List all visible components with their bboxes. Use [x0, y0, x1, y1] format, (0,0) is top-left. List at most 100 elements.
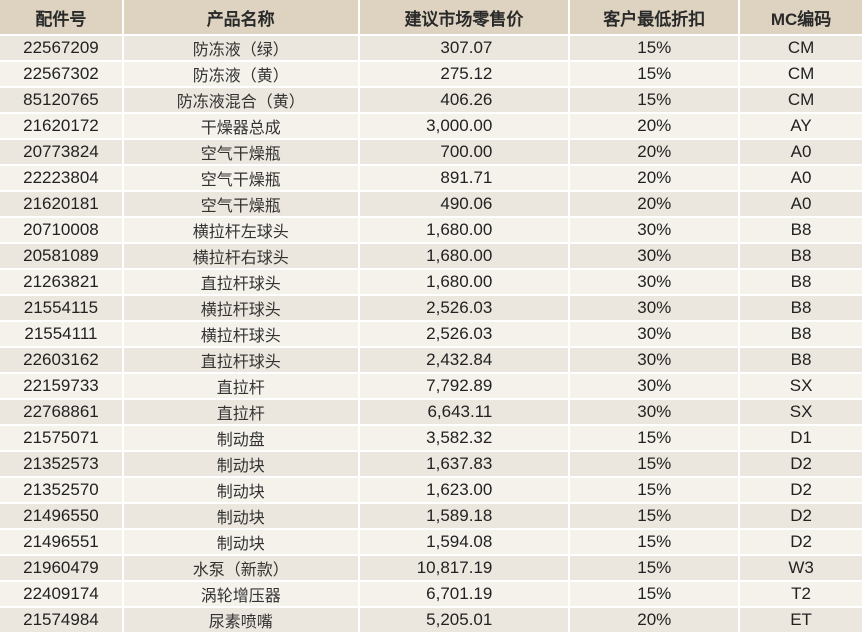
cell-mc-code: T2 — [740, 582, 862, 606]
cell-product-name: 横拉杆左球头 — [123, 218, 358, 242]
cell-min-discount: 30% — [570, 296, 739, 320]
cell-mc-code: A0 — [740, 166, 862, 190]
cell-min-discount: 30% — [570, 218, 739, 242]
cell-mc-code: D2 — [740, 504, 862, 528]
cell-product-name: 横拉杆球头 — [123, 296, 358, 320]
cell-product-name: 空气干燥瓶 — [123, 140, 358, 164]
cell-mc-code: ET — [740, 608, 862, 632]
cell-retail-price: 1,680.00 — [359, 218, 569, 242]
cell-mc-code: CM — [740, 36, 862, 60]
cell-retail-price: 1,680.00 — [359, 244, 569, 268]
table-row: 21352570 制动块 1,623.00 15% D2 — [0, 478, 862, 502]
cell-part-number: 20581089 — [0, 244, 122, 268]
table-row: 20581089 横拉杆右球头 1,680.00 30% B8 — [0, 244, 862, 268]
cell-min-discount: 30% — [570, 322, 739, 346]
cell-min-discount: 30% — [570, 374, 739, 398]
cell-min-discount: 20% — [570, 192, 739, 216]
cell-mc-code: A0 — [740, 192, 862, 216]
header-mc-code: MC编码 — [740, 0, 862, 34]
cell-part-number: 21496551 — [0, 530, 122, 554]
table-row: 22768861 直拉杆 6,643.11 30% SX — [0, 400, 862, 424]
cell-part-number: 22567302 — [0, 62, 122, 86]
cell-part-number: 21554115 — [0, 296, 122, 320]
cell-product-name: 制动块 — [123, 530, 358, 554]
cell-retail-price: 275.12 — [359, 62, 569, 86]
cell-retail-price: 700.00 — [359, 140, 569, 164]
cell-min-discount: 30% — [570, 348, 739, 372]
table-row: 21496550 制动块 1,589.18 15% D2 — [0, 504, 862, 528]
table-row: 85120765 防冻液混合（黄） 406.26 15% CM — [0, 88, 862, 112]
cell-mc-code: AY — [740, 114, 862, 138]
cell-part-number: 20773824 — [0, 140, 122, 164]
cell-part-number: 22768861 — [0, 400, 122, 424]
cell-mc-code: B8 — [740, 322, 862, 346]
cell-mc-code: A0 — [740, 140, 862, 164]
cell-product-name: 制动块 — [123, 478, 358, 502]
cell-min-discount: 20% — [570, 140, 739, 164]
table-row: 22409174 涡轮增压器 6,701.19 15% T2 — [0, 582, 862, 606]
cell-min-discount: 15% — [570, 530, 739, 554]
table-row: 22567302 防冻液（黄） 275.12 15% CM — [0, 62, 862, 86]
cell-mc-code: CM — [740, 62, 862, 86]
cell-retail-price: 1,594.08 — [359, 530, 569, 554]
cell-product-name: 干燥器总成 — [123, 114, 358, 138]
cell-product-name: 直拉杆 — [123, 374, 358, 398]
table-row: 21554115 横拉杆球头 2,526.03 30% B8 — [0, 296, 862, 320]
header-part-number: 配件号 — [0, 0, 122, 34]
cell-min-discount: 15% — [570, 36, 739, 60]
cell-part-number: 21620172 — [0, 114, 122, 138]
cell-product-name: 横拉杆球头 — [123, 322, 358, 346]
cell-product-name: 涡轮增压器 — [123, 582, 358, 606]
cell-part-number: 22223804 — [0, 166, 122, 190]
cell-mc-code: SX — [740, 400, 862, 424]
cell-min-discount: 15% — [570, 426, 739, 450]
table-row: 21496551 制动块 1,594.08 15% D2 — [0, 530, 862, 554]
cell-mc-code: B8 — [740, 296, 862, 320]
cell-mc-code: SX — [740, 374, 862, 398]
cell-part-number: 21496550 — [0, 504, 122, 528]
cell-min-discount: 30% — [570, 400, 739, 424]
cell-min-discount: 15% — [570, 88, 739, 112]
cell-product-name: 直拉杆球头 — [123, 270, 358, 294]
cell-mc-code: B8 — [740, 244, 862, 268]
cell-part-number: 21352573 — [0, 452, 122, 476]
table-row: 21620172 干燥器总成 3,000.00 20% AY — [0, 114, 862, 138]
cell-product-name: 制动块 — [123, 504, 358, 528]
cell-retail-price: 3,582.32 — [359, 426, 569, 450]
cell-retail-price: 3,000.00 — [359, 114, 569, 138]
cell-mc-code: CM — [740, 88, 862, 112]
cell-part-number: 22567209 — [0, 36, 122, 60]
cell-product-name: 空气干燥瓶 — [123, 192, 358, 216]
cell-part-number: 21554111 — [0, 322, 122, 346]
table-row: 22603162 直拉杆球头 2,432.84 30% B8 — [0, 348, 862, 372]
cell-retail-price: 7,792.89 — [359, 374, 569, 398]
cell-retail-price: 1,623.00 — [359, 478, 569, 502]
cell-retail-price: 1,589.18 — [359, 504, 569, 528]
cell-mc-code: B8 — [740, 270, 862, 294]
cell-product-name: 空气干燥瓶 — [123, 166, 358, 190]
header-retail-price: 建议市场零售价 — [359, 0, 569, 34]
cell-min-discount: 15% — [570, 582, 739, 606]
cell-mc-code: D2 — [740, 530, 862, 554]
cell-min-discount: 15% — [570, 452, 739, 476]
cell-mc-code: D2 — [740, 478, 862, 502]
cell-min-discount: 20% — [570, 608, 739, 632]
table-row: 21960479 水泵（新款） 10,817.19 15% W3 — [0, 556, 862, 580]
cell-retail-price: 307.07 — [359, 36, 569, 60]
cell-product-name: 直拉杆 — [123, 400, 358, 424]
cell-min-discount: 20% — [570, 114, 739, 138]
cell-product-name: 水泵（新款） — [123, 556, 358, 580]
cell-product-name: 制动盘 — [123, 426, 358, 450]
cell-min-discount: 30% — [570, 244, 739, 268]
cell-mc-code: D2 — [740, 452, 862, 476]
table-row: 20773824 空气干燥瓶 700.00 20% A0 — [0, 140, 862, 164]
cell-product-name: 横拉杆右球头 — [123, 244, 358, 268]
cell-part-number: 85120765 — [0, 88, 122, 112]
table-row: 21620181 空气干燥瓶 490.06 20% A0 — [0, 192, 862, 216]
cell-product-name: 防冻液（黄） — [123, 62, 358, 86]
table-row: 21554111 横拉杆球头 2,526.03 30% B8 — [0, 322, 862, 346]
table-body: 22567209 防冻液（绿） 307.07 15% CM 22567302 防冻液（黄） 2… — [0, 36, 862, 632]
cell-product-name: 制动块 — [123, 452, 358, 476]
cell-product-name: 防冻液（绿） — [123, 36, 358, 60]
cell-part-number: 21263821 — [0, 270, 122, 294]
